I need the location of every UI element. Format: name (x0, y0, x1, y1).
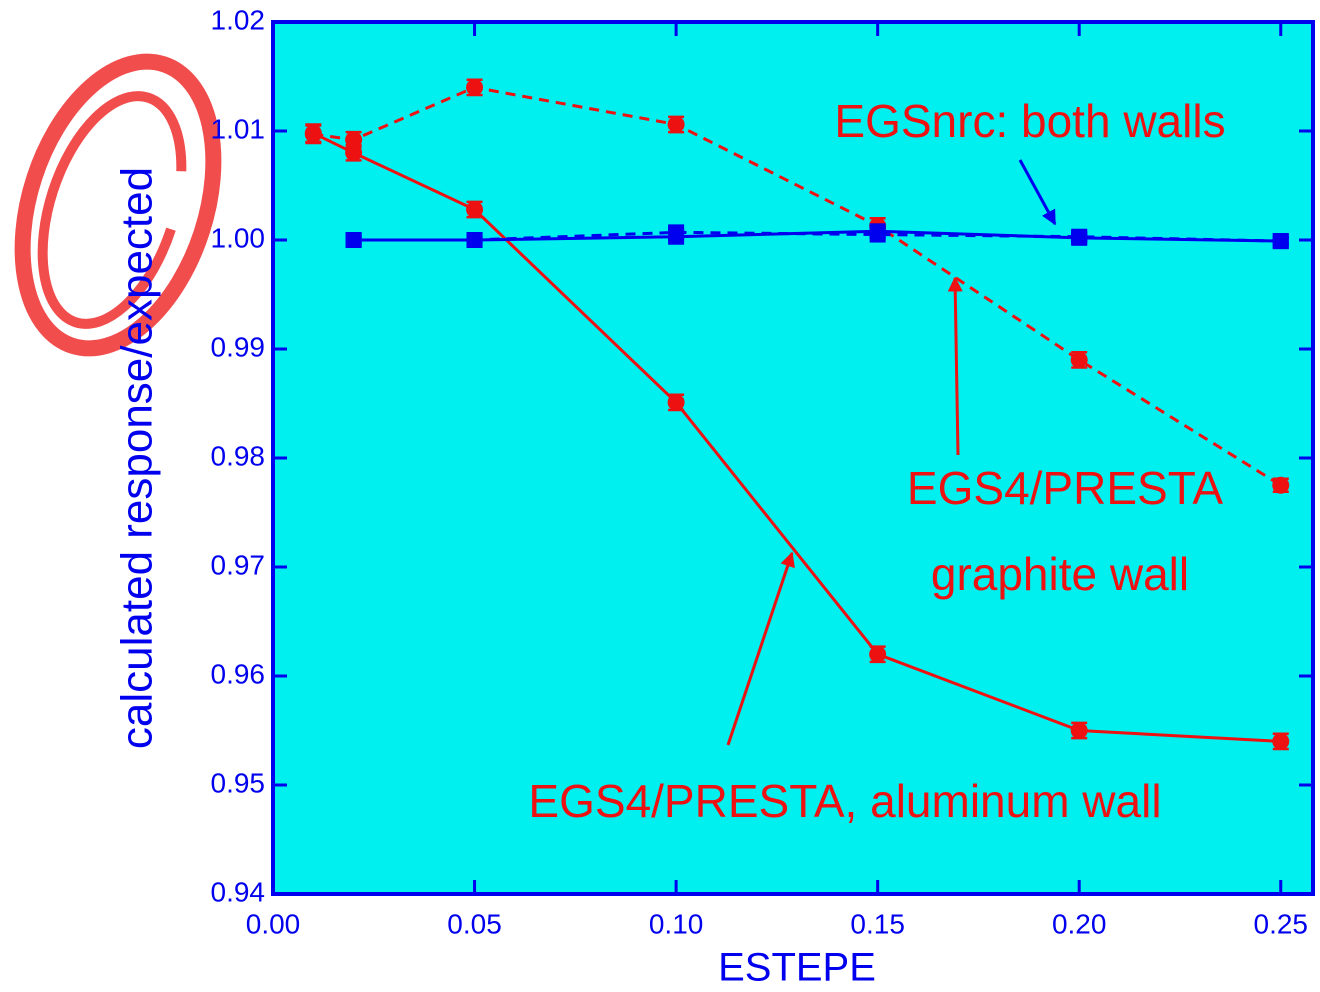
point (1070, 722, 1088, 739)
y-tick-label: 1.00 (211, 222, 266, 253)
point (466, 78, 484, 96)
y-tick-label: 0.98 (211, 440, 266, 471)
arrow (726, 551, 795, 746)
x-tick-label: 0.10 (649, 908, 704, 939)
x-tick-label: 0.05 (447, 908, 502, 939)
arrow (1018, 159, 1057, 226)
point (345, 131, 363, 149)
point (1272, 233, 1289, 250)
x-tick-label: 0.25 (1254, 908, 1309, 939)
point (1272, 476, 1290, 494)
point (667, 393, 685, 411)
x-axis-label: ESTEPE (718, 946, 876, 990)
x-tick-label: 0.20 (1052, 908, 1107, 939)
point (1070, 351, 1088, 369)
y-tick-label: 0.97 (211, 549, 266, 580)
plot-layer (304, 78, 1290, 751)
arrow (947, 276, 963, 456)
point (345, 232, 362, 248)
annotation: EGS4/PRESTA (907, 462, 1223, 514)
y-tick-label: 1.01 (211, 113, 266, 144)
annotation: graphite wall (931, 548, 1189, 600)
point (304, 125, 322, 143)
y-tick-label: 1.02 (211, 4, 266, 35)
annotation: EGSnrc: both walls (834, 95, 1225, 147)
point (1272, 732, 1290, 750)
point (869, 226, 886, 243)
annotation: EGS4/PRESTA, aluminum wall (528, 775, 1161, 827)
logo (14, 53, 222, 357)
y-tick-label: 0.94 (211, 876, 266, 907)
series-line (353, 229, 1281, 243)
point (1071, 228, 1088, 245)
x-tick-label: 0.15 (850, 908, 905, 939)
point (466, 232, 483, 248)
y-tick-label: 0.95 (211, 767, 266, 798)
point (869, 645, 887, 663)
y-tick-label: 0.96 (211, 658, 266, 689)
point (667, 115, 685, 133)
x-tick-label: 0.00 (246, 908, 301, 939)
y-tick-label: 0.99 (211, 331, 266, 362)
point (668, 224, 685, 241)
point (466, 200, 484, 218)
y-axis-label: calculated response/expected (113, 167, 162, 749)
plot-background (273, 22, 1313, 894)
